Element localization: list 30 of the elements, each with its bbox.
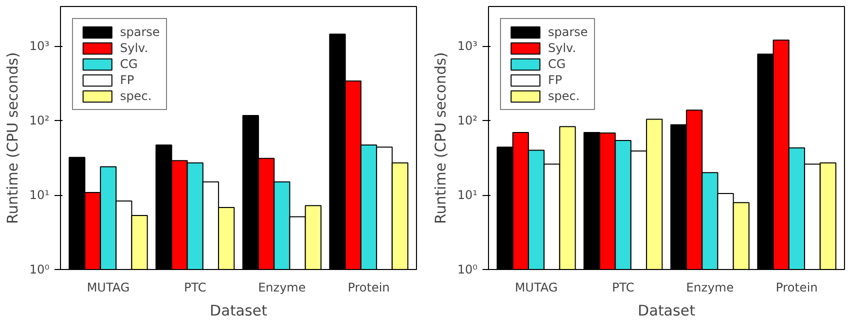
y-tick-label: 10³ (457, 39, 478, 54)
legend-label: FP (120, 73, 136, 87)
y-tick-label: 10⁰ (29, 262, 50, 276)
x-tick-label: Protein (348, 280, 390, 294)
legend-label: sparse (548, 25, 588, 39)
legend-label: CG (548, 57, 567, 71)
x-tick-label: MUTAG (86, 280, 130, 294)
x-tick-label: Enzyme (258, 280, 306, 294)
legend-label: spec. (120, 89, 152, 103)
y-tick-label: 10² (457, 114, 478, 128)
legend-label: spec. (548, 89, 580, 103)
legend-label: sparse (120, 25, 160, 39)
x-tick-label: Protein (776, 280, 818, 294)
y-tick-label: 10¹ (457, 188, 478, 202)
y-tick-label: 10³ (29, 39, 50, 54)
legend-label: CG (120, 57, 139, 71)
x-axis-title: Dataset (210, 302, 268, 320)
x-tick-label: PTC (612, 280, 634, 294)
x-tick-label: Enzyme (686, 280, 734, 294)
legend-label: Sylv. (120, 41, 148, 55)
y-axis-title: Runtime (CPU seconds) (432, 52, 450, 224)
x-tick-label: PTC (184, 280, 206, 294)
legend-label: FP (548, 73, 564, 87)
y-tick-label: 10⁰ (457, 262, 478, 276)
y-axis-title: Runtime (CPU seconds) (4, 52, 22, 224)
y-tick-label: 10² (29, 114, 50, 128)
legend-label: Sylv. (548, 41, 576, 55)
x-tick-label: MUTAG (514, 280, 558, 294)
y-tick-label: 10¹ (29, 188, 50, 202)
x-axis-title: Dataset (638, 302, 696, 320)
